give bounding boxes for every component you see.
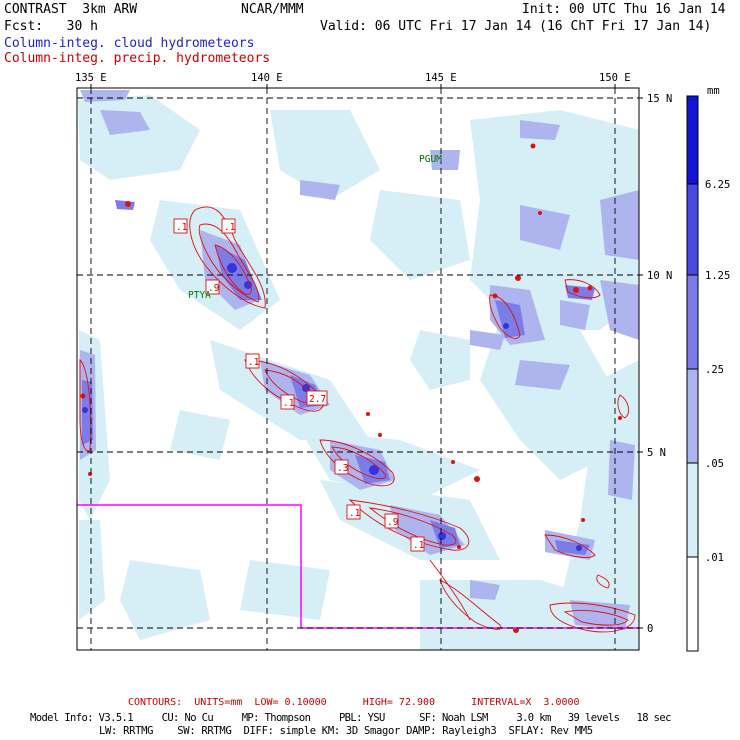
color-bar [686,95,699,652]
contour-label: .1 [176,222,188,233]
contour-label: 2.7 [309,394,326,405]
contour-label-boxes [173,218,425,552]
valid-time: Valid: 06 UTC Fri 17 Jan 14 (16 ChT Fri … [320,19,712,34]
lon-label-140: 140 E [251,72,283,84]
field-cloud-label: Column-integ. cloud hydrometeors [4,36,255,51]
lon-label-145: 145 E [425,72,457,84]
contours-info: CONTOURS: UNITS=mm LOW= 0.10000 HIGH= 72… [128,697,580,708]
map-frame [76,87,640,651]
colorbar-level: .25 [705,364,724,376]
lon-label-150: 150 E [599,72,631,84]
colorbar-level: .01 [705,552,724,564]
contour-label: .1 [413,540,425,551]
edge-ticks [90,84,643,629]
contour-label: .1 [283,398,295,409]
lat-label-15n: 15 N [647,93,672,105]
forecast-hour: Fcst: 30 h [4,19,98,34]
lat-label-5n: 5 N [647,447,666,459]
contour-label: .1 [349,508,361,519]
init-time: Init: 00 UTC Thu 16 Jan 14 [522,2,726,17]
contour-label: .3 [337,463,348,474]
precip-contours [79,206,636,633]
lat-lon-grid [77,88,639,650]
model-title: CONTRAST 3km ARW [4,2,138,17]
lat-label-10n: 10 N [647,270,672,282]
contour-label: .1 [224,222,236,233]
institution: NCAR/MMM [241,2,304,17]
colorbar-level: 6.25 [705,179,730,191]
cloud-field [77,88,639,650]
model-info-physics: LW: RRTMG SW: RRTMG DIFF: simple KM: 3D … [99,725,593,737]
colorbar-level: .05 [705,458,724,470]
contour-label: .9 [208,283,220,294]
model-info: Model Info: V3.5.1 CU: No Cu MP: Thompso… [30,712,671,724]
station-ptya: PTYA [188,290,211,301]
colorbar-unit: mm [707,85,720,97]
contour-label: .9 [387,517,399,528]
lat-label-0: 0 [647,623,653,635]
field-precip-label: Column-integ. precip. hydrometeors [4,51,271,66]
colorbar-level: 1.25 [705,270,730,282]
station-pgum: PGUM [419,154,442,165]
lon-label-135: 135 E [75,72,107,84]
contour-label: .1 [248,357,260,368]
